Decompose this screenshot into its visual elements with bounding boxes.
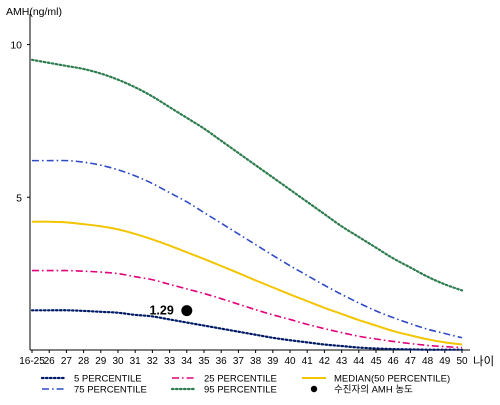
legend-label-median-50-percentile: MEDIAN(50 PERCENTILE): [334, 374, 450, 385]
legend-label-25-percentile: 25 PERCENTILE: [204, 374, 277, 385]
x-tick-label: 38: [250, 356, 262, 367]
x-tick-label: 36: [216, 356, 228, 367]
series-line-median-50-percentile: [31, 220, 463, 346]
x-tick-label: 40: [284, 356, 296, 367]
x-tick-label: 43: [336, 356, 348, 367]
x-axis-label: 나이: [473, 355, 494, 368]
x-tick-label: 41: [302, 356, 314, 367]
x-tick-label: 50: [456, 356, 468, 367]
x-tick-label: 34: [181, 356, 193, 367]
x-tick-label: 26: [44, 356, 56, 367]
series-line-25-percentile: [31, 269, 463, 349]
legend-label-amh: 수진자의 AMH 농도: [334, 385, 413, 396]
legend-label-5-percentile: 5 PERCENTILE: [74, 374, 142, 385]
x-tick-label: 49: [439, 356, 451, 367]
legend-label-75-percentile: 75 PERCENTILE: [74, 385, 147, 396]
patient-amh-point: [181, 305, 193, 317]
x-tick-label: 31: [130, 356, 142, 367]
x-tick-label: 30: [112, 356, 124, 367]
patient-amh-value-label: 1.29: [149, 304, 173, 318]
x-tick-label: 39: [267, 356, 279, 367]
x-tick-label: 45: [370, 356, 382, 367]
x-tick-label: 33: [164, 356, 176, 367]
x-tick-label: 42: [319, 356, 331, 367]
x-tick-label: 35: [198, 356, 210, 367]
series-line-95-percentile: [30, 58, 464, 292]
x-tick-label: 32: [147, 356, 159, 367]
series-layer: [30, 58, 464, 351]
series-line-75-percentile: [32, 159, 463, 339]
x-tick-label: 46: [388, 356, 400, 367]
patient-marker-layer: 1.29: [149, 304, 193, 318]
y-tick-label: 5: [16, 192, 22, 204]
legend-label-95-percentile: 95 PERCENTILE: [204, 385, 277, 396]
x-tick-label: 44: [353, 356, 365, 367]
x-tick-label: 16-25: [19, 356, 45, 367]
x-tick-label: 29: [95, 356, 107, 367]
x-tick-label: 37: [233, 356, 245, 367]
x-tick-label: 28: [78, 356, 90, 367]
legend-swatch-amh: [310, 385, 318, 393]
y-axis-label: AMH(ng/ml): [6, 6, 62, 18]
x-tick-label: 48: [422, 356, 434, 367]
series-line-5-percentile: [30, 309, 464, 351]
legend: 5 PERCENTILE 25 PERCENTILE MEDIAN(50 PERCE…: [40, 374, 450, 396]
x-tick-label: 27: [61, 356, 73, 367]
y-tick-label: 10: [10, 40, 22, 52]
x-tick-label: 47: [405, 356, 417, 367]
